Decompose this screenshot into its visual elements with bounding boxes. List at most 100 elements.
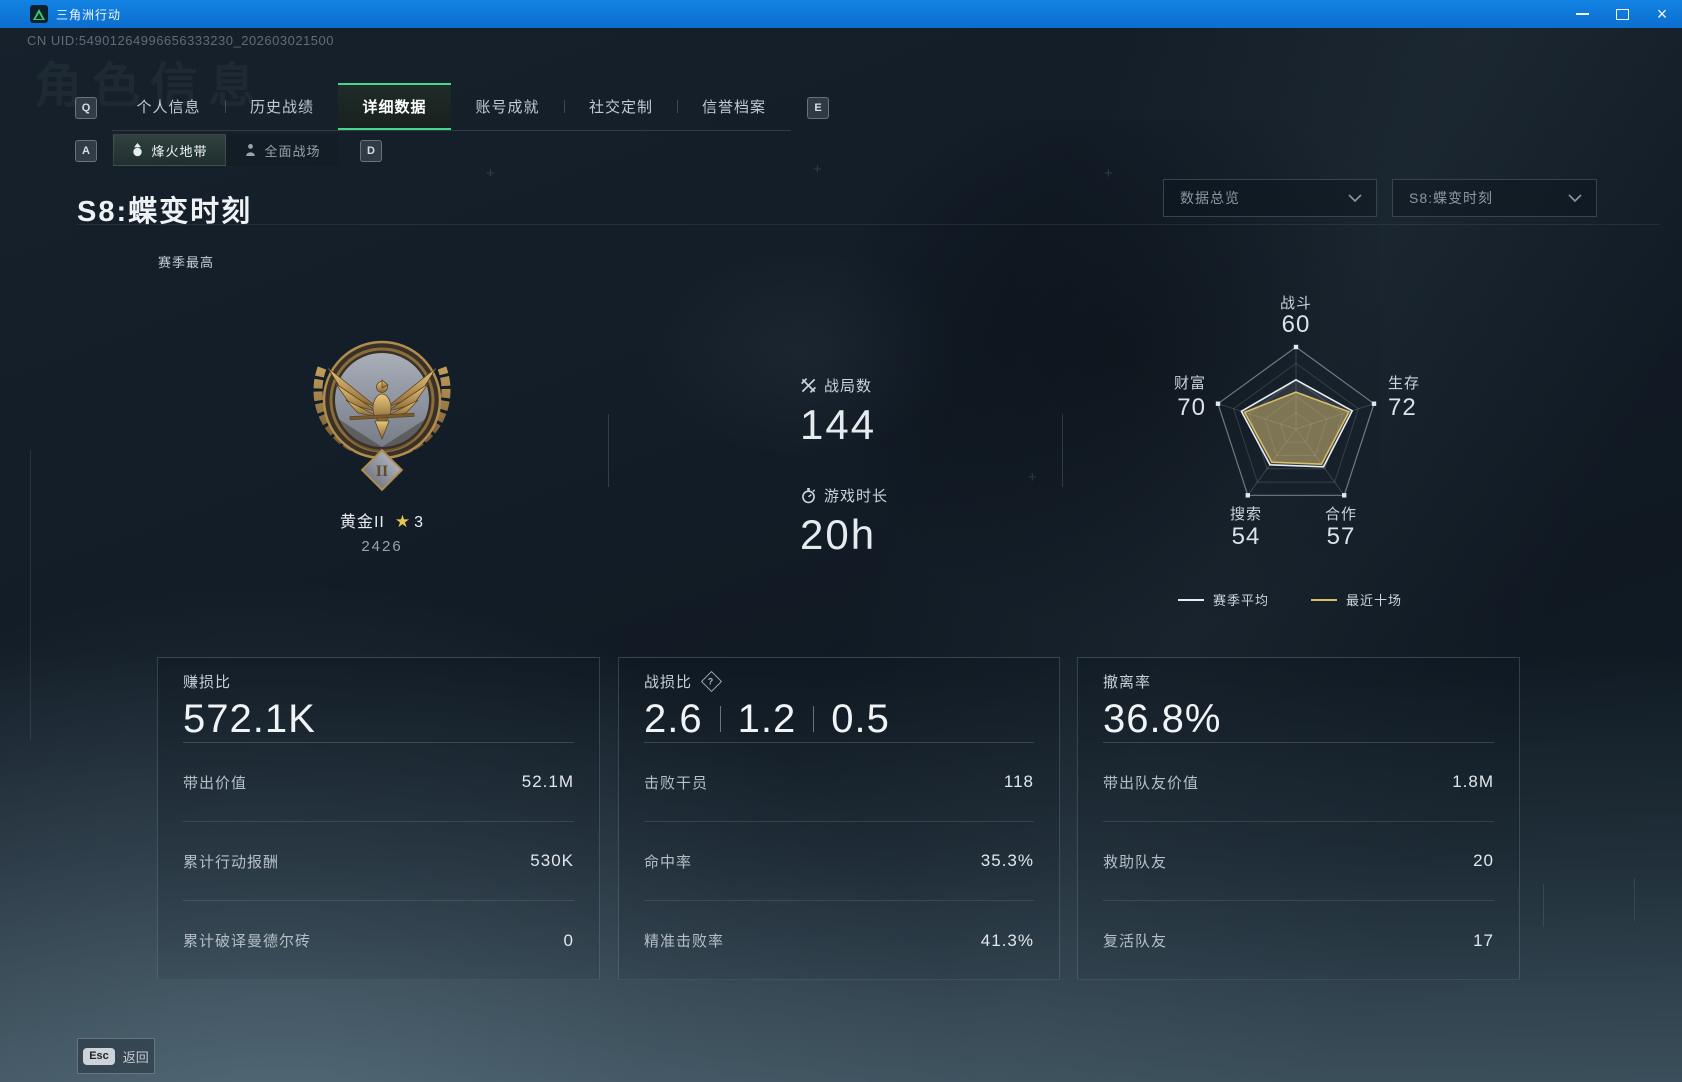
card-row: 救助队友 20 bbox=[1103, 822, 1494, 901]
radar-axis-search: 搜索 bbox=[1229, 506, 1262, 523]
row-value: 41.3% bbox=[980, 930, 1034, 950]
card-hero-value: 572.1K bbox=[183, 697, 316, 741]
card-row: 复活队友 17 bbox=[1103, 901, 1494, 980]
legend-season-average: 赛季平均 bbox=[1178, 590, 1269, 609]
tab-detailed-data[interactable]: 详细数据 bbox=[338, 83, 451, 130]
decor-cross-icon: + bbox=[1028, 469, 1037, 486]
stat-label: 游戏时长 bbox=[824, 488, 889, 505]
back-button[interactable]: Esc 返回 bbox=[77, 1038, 155, 1074]
close-icon: × bbox=[1656, 4, 1668, 24]
season-select-dropdown[interactable]: S8:蝶变时刻 bbox=[1392, 179, 1597, 217]
card-row: 带出价值 52.1M bbox=[183, 743, 574, 822]
row-value: 118 bbox=[1003, 772, 1034, 791]
stat-matches: 战局数 144 bbox=[800, 375, 876, 446]
background-fog-left bbox=[0, 562, 1000, 1082]
card-row: 精准击败率 41.3% bbox=[644, 901, 1034, 980]
section-divider bbox=[1062, 414, 1063, 487]
tab-separator bbox=[564, 100, 565, 113]
dropdown-value: S8:蝶变时刻 bbox=[1409, 190, 1494, 206]
row-value: 52.1M bbox=[521, 772, 574, 791]
card-title: 赚损比 bbox=[183, 674, 232, 691]
hotkey-a-badge: A bbox=[75, 140, 97, 162]
tab-personal-info[interactable]: 个人信息 bbox=[136, 99, 201, 116]
stat-label: 战局数 bbox=[824, 378, 873, 395]
radar-value-search: 54 bbox=[1231, 523, 1261, 550]
decor-cross-icon: + bbox=[1104, 165, 1113, 182]
soldier-icon bbox=[246, 144, 256, 156]
esc-keycap: Esc bbox=[83, 1047, 115, 1065]
background-fog bbox=[0, 652, 1682, 1082]
subtab-label: 烽火地带 bbox=[151, 143, 208, 159]
tab-separator bbox=[677, 100, 678, 113]
stat-value: 20h bbox=[800, 511, 877, 558]
minimize-button[interactable] bbox=[1562, 0, 1602, 28]
row-label: 救助队友 bbox=[1103, 853, 1168, 871]
maximize-button[interactable] bbox=[1602, 0, 1642, 28]
ghost-watermark-title: 角色信息 bbox=[34, 60, 267, 113]
dropdown-value: 数据总览 bbox=[1180, 190, 1240, 206]
data-overview-dropdown[interactable]: 数据总览 bbox=[1163, 179, 1377, 217]
hotkey-e-badge: E bbox=[807, 97, 829, 119]
section-divider bbox=[608, 414, 609, 487]
legend-label: 赛季平均 bbox=[1213, 593, 1270, 608]
subtab-label: 全面战场 bbox=[264, 143, 321, 159]
card-row: 带出队友价值 1.8M bbox=[1103, 743, 1494, 822]
row-value: 530K bbox=[530, 851, 574, 870]
app-logo-icon bbox=[30, 5, 48, 23]
maximize-icon bbox=[1615, 8, 1629, 20]
background-silhouette bbox=[820, 120, 1380, 640]
card-title: 战损比 bbox=[644, 674, 693, 691]
tab-reputation[interactable]: 信誉档案 bbox=[701, 99, 766, 116]
season-title: S8:蝶变时刻 bbox=[77, 196, 253, 228]
background-dish-glow bbox=[640, 240, 960, 460]
rank-emblem: II bbox=[292, 316, 472, 507]
back-label: 返回 bbox=[122, 1049, 149, 1065]
row-label: 复活队友 bbox=[1103, 933, 1168, 950]
mode-subtabs: 烽火地带 全面战场 bbox=[113, 134, 339, 166]
tabs-underline bbox=[112, 130, 791, 131]
chevron-down-icon bbox=[1568, 193, 1582, 202]
hero-separator bbox=[719, 706, 721, 732]
row-label: 击败干员 bbox=[644, 774, 709, 792]
row-label: 精准击败率 bbox=[644, 933, 725, 950]
rank-score: 2426 bbox=[361, 538, 403, 555]
stat-playtime: 游戏时长 20h bbox=[800, 485, 888, 556]
rank-name-row: 黄金II ★ 3 bbox=[292, 508, 472, 532]
row-label: 累计破译曼德尔砖 bbox=[183, 933, 312, 950]
radar-axis-wealth: 财富 bbox=[1173, 375, 1206, 392]
tab-achievements[interactable]: 账号成就 bbox=[475, 99, 540, 116]
card-row: 累计行动报酬 530K bbox=[183, 822, 574, 901]
tab-social[interactable]: 社交定制 bbox=[588, 99, 653, 116]
radar-axis-survival: 生存 bbox=[1388, 375, 1421, 392]
help-icon[interactable]: ? bbox=[700, 670, 723, 693]
radar-legend: 赛季平均 最近十场 bbox=[1178, 590, 1402, 609]
tab-separator bbox=[225, 100, 226, 113]
card-hero-value: 0.5 bbox=[831, 697, 890, 741]
close-button[interactable]: × bbox=[1642, 0, 1682, 28]
radar-value-survival: 72 bbox=[1388, 394, 1417, 421]
tab-history[interactable]: 历史战绩 bbox=[249, 99, 314, 116]
legend-recent-ten: 最近十场 bbox=[1311, 590, 1402, 609]
card-hero-value: 36.8% bbox=[1103, 697, 1222, 741]
rank-medal-icon: II bbox=[313, 340, 451, 492]
main-tabs: 个人信息 历史战绩 详细数据 账号成就 社交定制 信誉档案 bbox=[112, 83, 790, 130]
card-kd-ratio: 战损比 ? 2.6 1.2 0.5 击败干员 118 命中率 35.3% bbox=[618, 657, 1060, 980]
stat-value: 144 bbox=[800, 401, 877, 448]
subtab-hazard-zone[interactable]: 烽火地带 bbox=[113, 134, 226, 166]
subtab-full-warfare[interactable]: 全面战场 bbox=[226, 134, 339, 166]
card-hero-value: 2.6 bbox=[644, 697, 703, 741]
hotkey-q-badge: Q bbox=[75, 97, 97, 119]
legend-label: 最近十场 bbox=[1346, 593, 1403, 608]
row-value: 17 bbox=[1473, 930, 1494, 950]
decor-cross-icon: + bbox=[813, 161, 822, 178]
star-icon: ★ bbox=[394, 512, 412, 531]
player-uid: CN UID:54901264996656333230_202603021500 bbox=[27, 33, 334, 48]
crossed-swords-icon bbox=[800, 377, 817, 394]
decor-left-line bbox=[30, 450, 31, 740]
row-label: 带出队友价值 bbox=[1103, 774, 1200, 792]
radar-value-wealth: 70 bbox=[1177, 394, 1206, 421]
legend-line-icon bbox=[1178, 598, 1204, 601]
card-row: 累计破译曼德尔砖 0 bbox=[183, 901, 574, 980]
